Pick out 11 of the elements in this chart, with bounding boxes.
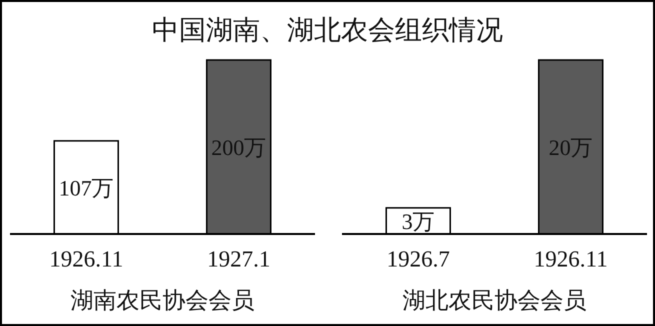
x-axis-title: 湖南农民协会会员 [70, 288, 254, 313]
chart-title: 中国湖南、湖北农会组织情况 [151, 14, 504, 47]
x-tick-label: 1926.11 [49, 246, 124, 272]
x-tick-label: 1927.1 [207, 246, 270, 272]
data-label: 107万 [58, 175, 114, 200]
x-tick-label: 1926.7 [386, 246, 450, 272]
x-axis-title: 湖北农民协会会员 [402, 288, 586, 313]
x-tick-label: 1926.11 [534, 246, 608, 272]
data-label: 20万 [548, 134, 593, 160]
data-label: 3万 [402, 208, 435, 234]
data-label: 200万 [211, 134, 266, 160]
